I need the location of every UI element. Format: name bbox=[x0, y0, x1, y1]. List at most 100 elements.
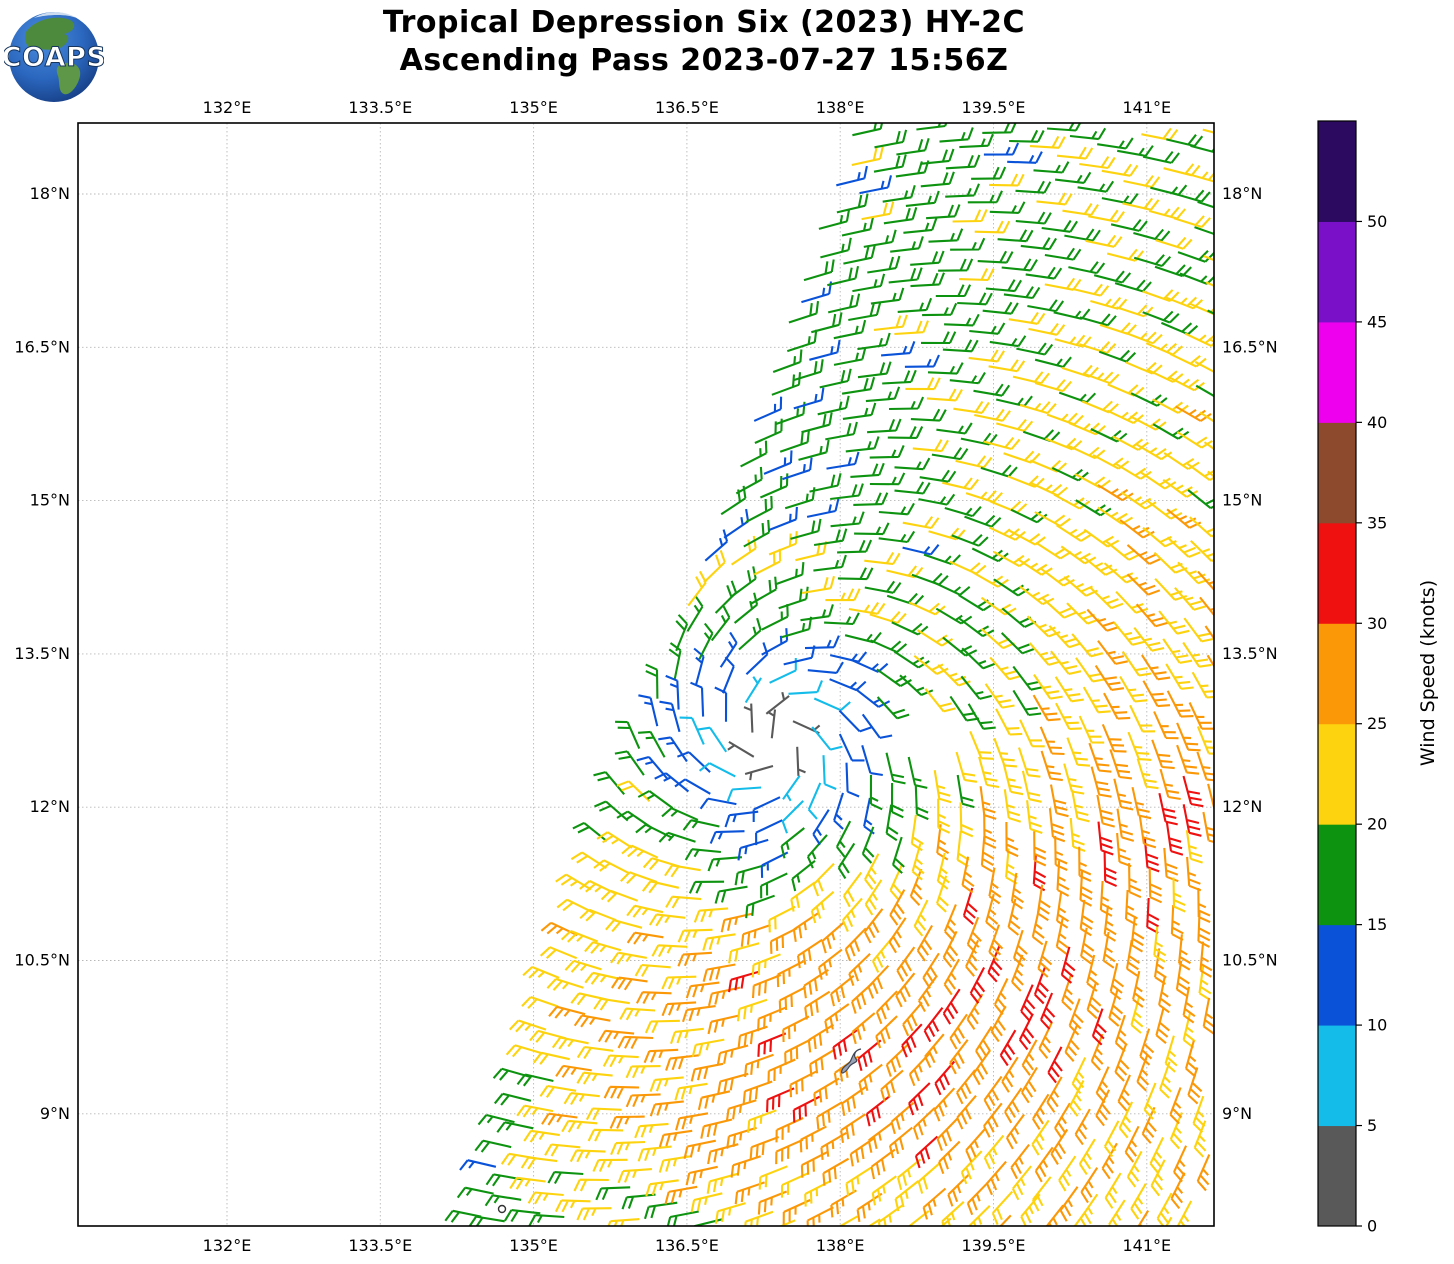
wind-barb bbox=[1154, 264, 1192, 278]
wind-barb bbox=[821, 921, 845, 954]
wind-barb bbox=[790, 518, 822, 540]
wind-barb bbox=[902, 1001, 923, 1037]
wind-barb bbox=[643, 1048, 679, 1064]
wind-barb bbox=[1109, 749, 1133, 780]
wind-barb bbox=[924, 1033, 945, 1069]
wind-barb bbox=[1063, 576, 1098, 597]
wind-barb bbox=[983, 1075, 1003, 1112]
wind-barb bbox=[959, 802, 974, 838]
wind-barb bbox=[790, 881, 816, 912]
wind-barb bbox=[983, 1134, 1005, 1170]
wind-barb bbox=[889, 889, 906, 926]
wind-barb bbox=[799, 1125, 827, 1153]
wind-barb bbox=[1090, 1033, 1104, 1071]
wind-barb bbox=[584, 971, 622, 985]
wind-barb bbox=[540, 921, 578, 937]
wind-barb bbox=[830, 511, 865, 528]
wind-barb bbox=[928, 228, 964, 243]
wind-barb bbox=[1117, 1074, 1131, 1112]
wind-barb bbox=[617, 1168, 652, 1184]
colorbar-tick-label: 10 bbox=[1367, 1016, 1387, 1035]
wind-barb bbox=[1048, 625, 1082, 649]
wind-barb bbox=[1088, 209, 1125, 223]
wind-barb bbox=[857, 1039, 882, 1072]
wind-barb bbox=[869, 444, 905, 459]
x-tick-label-top: 135°E bbox=[509, 98, 558, 117]
colorbar-segment bbox=[1318, 221, 1356, 323]
wind-barb bbox=[1062, 203, 1099, 217]
wind-barb bbox=[1090, 428, 1128, 443]
wind-barb bbox=[950, 237, 986, 251]
wind-barb bbox=[637, 790, 674, 809]
wind-barb bbox=[1142, 526, 1177, 548]
wind-barb bbox=[1173, 189, 1211, 203]
wind-barb bbox=[1126, 573, 1161, 596]
wind-barb bbox=[926, 204, 961, 220]
wind-barb bbox=[1131, 786, 1152, 820]
wind-barb bbox=[910, 814, 924, 852]
wind-barb bbox=[775, 401, 806, 425]
wind-barb bbox=[597, 1029, 635, 1043]
wind-barb bbox=[822, 1157, 850, 1186]
wind-barb bbox=[620, 871, 658, 885]
wind-barb bbox=[610, 1140, 646, 1156]
wind-barb bbox=[800, 1150, 829, 1178]
x-tick-label-bottom: 136.5°E bbox=[655, 1236, 719, 1255]
wind-barb bbox=[1165, 822, 1184, 856]
wind-barb bbox=[745, 495, 773, 523]
wind-barb bbox=[728, 970, 760, 993]
wind-barb bbox=[563, 1092, 600, 1106]
wind-barb bbox=[1199, 941, 1213, 978]
title-block: Tropical Depression Six (2023) HY-2C Asc… bbox=[0, 4, 1408, 80]
wind-barb bbox=[734, 1181, 765, 1205]
wind-barb bbox=[1130, 392, 1168, 407]
wind-barb bbox=[825, 421, 858, 441]
wind-barb bbox=[809, 339, 841, 361]
wind-barb bbox=[1045, 1204, 1065, 1226]
wind-barb bbox=[698, 622, 714, 660]
wind-barb bbox=[1044, 277, 1082, 291]
wind-barb bbox=[817, 395, 850, 416]
wind-barb bbox=[1097, 640, 1128, 665]
wind-barb bbox=[1141, 1106, 1157, 1144]
x-tick-label-bottom: 132°E bbox=[203, 1236, 252, 1255]
wind-barb bbox=[1058, 391, 1097, 404]
wind-barb bbox=[1170, 905, 1184, 941]
wind-barb bbox=[638, 694, 659, 727]
wind-barb bbox=[995, 708, 1023, 736]
wind-barb bbox=[1159, 1061, 1172, 1099]
wind-barb bbox=[579, 880, 617, 895]
wind-barb bbox=[707, 986, 741, 1007]
wind-barb bbox=[901, 1023, 923, 1058]
wind-barb bbox=[691, 1038, 725, 1058]
wind-barb bbox=[910, 408, 947, 422]
wind-barb bbox=[876, 668, 912, 688]
wind-barb bbox=[926, 388, 963, 402]
wind-barb bbox=[1103, 1120, 1120, 1158]
wind-barb bbox=[1033, 161, 1070, 174]
wind-barb bbox=[837, 567, 874, 581]
wind-barb bbox=[1064, 228, 1101, 242]
wind-barb bbox=[1022, 429, 1061, 443]
wind-barb bbox=[751, 974, 782, 999]
wind-barb bbox=[806, 1206, 834, 1226]
wind-barb bbox=[1115, 590, 1149, 614]
wind-barb bbox=[1116, 304, 1154, 318]
wind-barb bbox=[661, 807, 699, 821]
wind-barb bbox=[528, 1214, 565, 1226]
wind-barb bbox=[875, 1015, 898, 1049]
wind-barb bbox=[838, 733, 865, 762]
wind-barb bbox=[1186, 856, 1202, 892]
colorbar-segment bbox=[1318, 924, 1356, 1026]
wind-barb bbox=[870, 639, 908, 654]
wind-barb bbox=[658, 1155, 693, 1173]
wind-barb bbox=[975, 1025, 993, 1063]
wind-barb bbox=[751, 953, 781, 978]
wind-barb bbox=[1079, 341, 1117, 355]
wind-barb bbox=[1103, 692, 1131, 720]
wind-barb bbox=[937, 664, 971, 687]
wind-barb bbox=[1082, 371, 1120, 385]
wind-barb bbox=[788, 300, 820, 324]
wind-barb bbox=[920, 331, 957, 345]
wind-barb bbox=[863, 797, 875, 835]
